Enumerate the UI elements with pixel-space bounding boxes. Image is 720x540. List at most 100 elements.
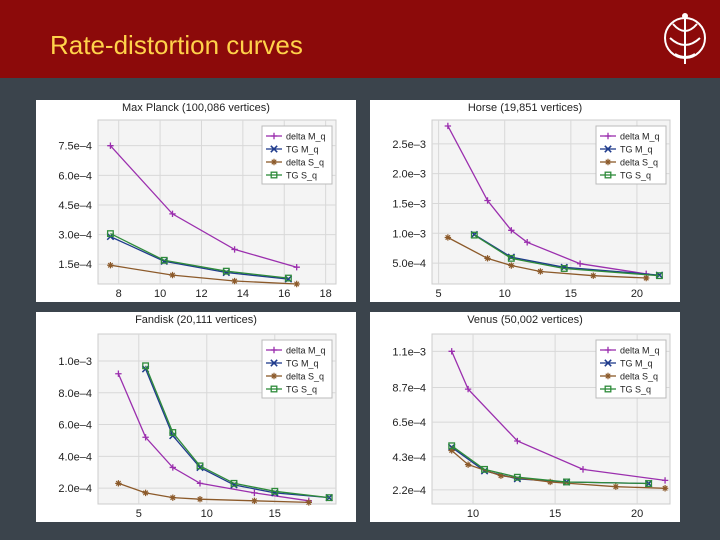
series-line (473, 233, 660, 276)
y-tick-label: 7.5e–4 (58, 141, 92, 153)
data-point (160, 256, 168, 264)
data-point (448, 442, 456, 450)
data-point (106, 230, 114, 238)
data-point (169, 271, 176, 279)
y-tick-label: 4.3e–4 (392, 452, 426, 464)
data-point (444, 122, 452, 130)
data-point (293, 264, 300, 271)
data-point (251, 497, 258, 505)
y-tick-label: 2.5e–3 (392, 139, 426, 151)
chart-panel-horse: Horse (19,851 vertices) 5 10 15 20 5.0e–4 1.0… (370, 100, 680, 302)
slide-title: Rate-distortion curves (50, 30, 303, 60)
data-point (169, 210, 176, 218)
x-tick-label: 16 (278, 288, 290, 300)
data-point (230, 479, 238, 487)
data-point (643, 274, 650, 282)
series-2 (107, 262, 300, 288)
series-line (473, 234, 660, 277)
y-tick-label: 6.0e–4 (58, 420, 92, 432)
data-point (222, 267, 230, 275)
x-tick-label: 10 (201, 508, 213, 520)
data-point (325, 493, 333, 502)
rate-distortion-chart-max-planck: 8 10 12 14 16 18 1.5e–4 3.0e–4 4.5e–4 6.0e–4 7.5e–… (58, 119, 337, 300)
data-point (661, 477, 669, 484)
data-point (231, 277, 238, 285)
series-line (117, 373, 309, 502)
data-point (169, 464, 176, 471)
data-point (270, 171, 278, 179)
series-0 (448, 348, 669, 484)
y-tick-label: 6.0e–4 (58, 170, 92, 182)
chart-title: Venus (50,002 vertices) (467, 314, 583, 326)
data-point (271, 487, 279, 495)
data-point (579, 466, 587, 473)
x-tick-label: 15 (269, 508, 281, 520)
y-tick-label: 2.0e–3 (392, 169, 426, 181)
data-point (270, 346, 278, 354)
y-tick-label: 5.0e–4 (392, 258, 426, 270)
data-point (169, 494, 176, 501)
data-point (305, 499, 312, 506)
chart-panel-fandisk: Fandisk (20,111 vertices) 5 10 15 2.0e–4 4.0… (36, 312, 356, 522)
y-tick-label: 1.5e–4 (58, 259, 92, 271)
legend-label: TG S_q (286, 385, 317, 395)
y-tick-label: 1.5e–3 (392, 198, 426, 210)
series-line (451, 450, 666, 489)
data-point (484, 255, 491, 262)
y-tick-label: 1.1e–3 (392, 346, 426, 358)
series-2 (448, 447, 669, 492)
data-point (142, 489, 149, 497)
data-point (464, 461, 472, 468)
x-tick-label: 8 (116, 288, 122, 300)
series-3 (142, 362, 333, 502)
y-tick-label: 8.7e–4 (392, 383, 426, 395)
data-point (196, 480, 204, 487)
x-tick-label: 20 (631, 288, 643, 300)
series-line (110, 233, 289, 279)
x-tick-label: 10 (154, 288, 166, 300)
data-point (142, 362, 150, 370)
series-line (110, 236, 289, 280)
data-point (661, 485, 669, 492)
x-tick-label: 5 (436, 288, 442, 300)
data-point (448, 447, 455, 454)
series-line (447, 125, 647, 275)
data-point (107, 262, 114, 269)
data-point (655, 272, 663, 280)
data-point (524, 239, 531, 246)
slide-header (0, 0, 720, 78)
x-tick-label: 5 (136, 508, 142, 520)
series-line (110, 264, 297, 285)
legend-label: delta M_q (620, 132, 660, 142)
data-point (444, 234, 452, 241)
chart-title: Horse (19,851 vertices) (467, 102, 583, 114)
data-point (507, 254, 515, 262)
data-point (604, 359, 612, 367)
y-tick-label: 1.0e–3 (58, 356, 92, 368)
data-point (284, 274, 292, 282)
data-point (497, 472, 505, 479)
data-point (513, 473, 521, 481)
x-tick-label: 14 (237, 288, 249, 300)
data-point (142, 434, 149, 441)
data-point (196, 463, 204, 472)
series-3 (106, 230, 292, 282)
legend-label: delta M_q (620, 346, 660, 356)
data-point (270, 359, 278, 367)
data-point (293, 280, 300, 288)
legend-label: TG S_q (620, 171, 651, 181)
chart-panel-venus: Venus (50,002 vertices) 10 15 20 2.2e–4 4.3e… (370, 312, 680, 522)
data-point (115, 370, 122, 377)
legend-label: TG S_q (286, 171, 317, 181)
x-tick-label: 12 (195, 288, 207, 300)
data-point (604, 145, 612, 153)
legend-label: delta S_q (286, 158, 324, 168)
data-point (604, 158, 612, 166)
rate-distortion-chart-venus: 10 15 20 2.2e–4 4.3e–4 6.5e–4 8.7e–4 1.1e–3 delt… (392, 333, 671, 520)
data-point (546, 478, 554, 486)
data-point (560, 265, 568, 272)
data-point (270, 385, 278, 393)
data-point (576, 260, 584, 267)
data-point (604, 372, 612, 380)
data-point (604, 132, 612, 140)
